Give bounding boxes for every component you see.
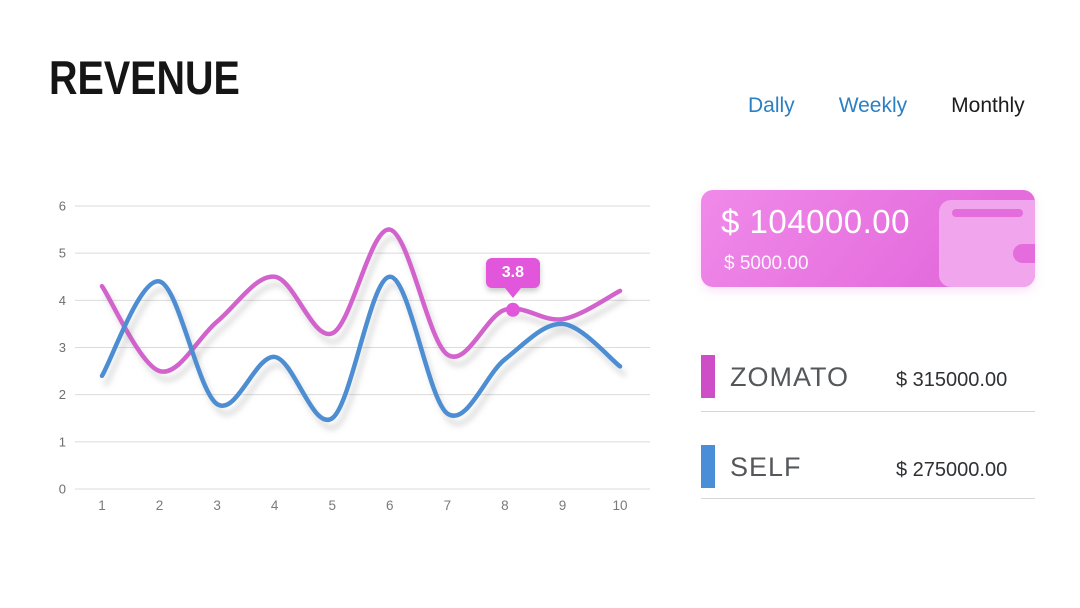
zomato-color-bar [701,355,715,398]
svg-text:3: 3 [213,498,221,513]
wallet-icon [939,200,1035,287]
svg-text:6: 6 [386,498,394,513]
svg-text:4: 4 [59,293,66,308]
legend-label: ZOMATO [730,362,849,392]
divider [701,411,1035,412]
svg-text:1: 1 [98,498,106,513]
svg-text:7: 7 [444,498,452,513]
period-tabs: Dally Weekly Monthly [748,93,1025,118]
wallet-stripe [952,209,1023,217]
legend-label: SELF [730,452,802,482]
svg-text:6: 6 [59,199,66,214]
svg-text:2: 2 [59,387,66,402]
svg-text:0: 0 [59,482,66,497]
self-color-bar [701,445,715,488]
legend-amount: $ 275000.00 [896,459,1008,481]
svg-text:4: 4 [271,498,279,513]
chart-tooltip: 3.8 [485,257,540,288]
svg-text:3: 3 [59,340,66,355]
secondary-amount: $ 5000.00 [724,253,809,274]
summary-card: $ 104000.00 $ 5000.00 [701,190,1035,287]
divider [701,498,1035,499]
svg-text:9: 9 [559,498,567,513]
svg-text:5: 5 [328,498,336,513]
legend-item-self: SELF $ 275000.00 [700,442,1036,498]
legend-amount: $ 315000.00 [896,369,1008,391]
wallet-clasp [1013,244,1035,263]
primary-amount: $ 104000.00 [721,203,911,240]
svg-text:10: 10 [613,498,628,513]
tab-daily[interactable]: Dally [748,94,795,117]
svg-text:5: 5 [59,246,66,261]
svg-text:1: 1 [59,434,66,449]
svg-text:8: 8 [501,498,509,513]
tab-monthly[interactable]: Monthly [951,94,1025,117]
tooltip-value: 3.8 [501,263,525,281]
svg-text:2: 2 [156,498,164,513]
page-title: REVENUE [49,51,240,104]
legend-item-zomato: ZOMATO $ 315000.00 [700,352,1036,408]
tab-weekly[interactable]: Weekly [838,94,908,117]
